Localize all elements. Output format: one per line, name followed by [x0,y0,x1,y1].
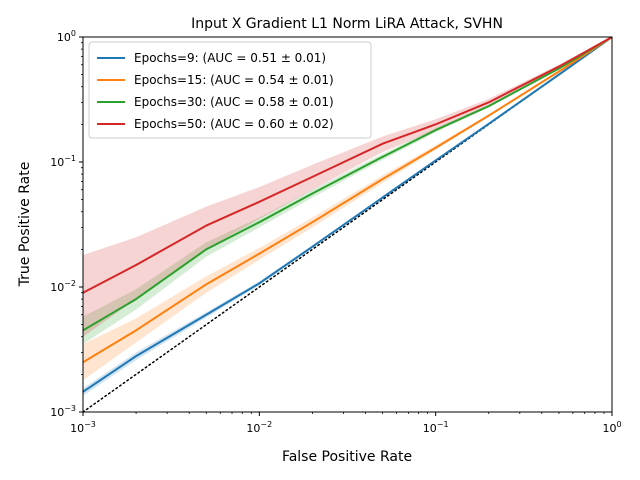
series-line-1 [83,37,612,393]
x-tick-label: 10−2 [246,420,272,435]
y-tick-label: 10−3 [50,404,76,419]
series-line-3 [83,37,612,332]
confidence-band-1 [83,37,612,396]
legend-label-4: Epochs=50: (AUC = 0.60 ± 0.02) [134,117,334,131]
y-tick-label: 10−1 [50,154,76,169]
x-axis-label: False Positive Rate [282,449,412,465]
legend-label-1: Epochs=9: (AUC = 0.51 ± 0.01) [134,51,326,65]
x-tick-label: 100 [602,420,621,435]
x-tick-label: 10−1 [423,420,449,435]
y-tick-label: 100 [57,29,76,44]
y-axis-label: True Positive Rate [17,162,33,288]
legend-box [88,41,372,139]
series-line-4 [83,37,612,294]
x-tick-label: 10−3 [70,420,96,435]
plot-frame [82,36,613,413]
y-tick-label: 10−2 [50,279,76,294]
legend-label-2: Epochs=15: (AUC = 0.54 ± 0.01) [134,73,334,87]
legend: Epochs=9: (AUC = 0.51 ± 0.01) Epochs=15: … [88,41,372,139]
chart-title: Input X Gradient L1 Norm LiRA Attack, SV… [191,16,503,32]
legend-label-3: Epochs=30: (AUC = 0.58 ± 0.01) [134,95,334,109]
series-line-2 [83,37,612,364]
